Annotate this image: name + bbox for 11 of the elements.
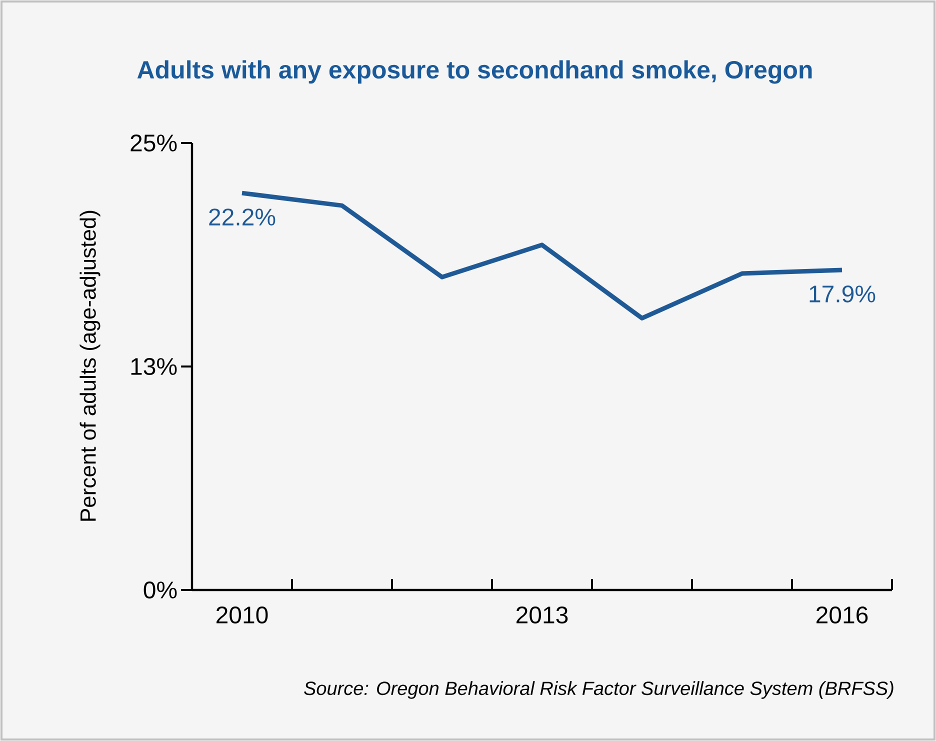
y-axis-title: Percent of adults (age-adjusted) — [80, 210, 100, 521]
data-label: 17.9% — [810, 285, 876, 302]
data-label: 22.2% — [209, 208, 276, 226]
source-note: Source: Oregon Behavioral Risk Factor Surveillance System (BRFSS) — [304, 681, 894, 699]
x-tick-label: 2013 — [516, 606, 568, 624]
x-tick-label: 2010 — [216, 606, 268, 624]
x-tick-label: 2016 — [816, 606, 868, 624]
chart-title: Adults with any exposure to secondhand smoke, Oregon — [137, 60, 812, 84]
y-tick-label: 25% — [130, 134, 177, 152]
y-tick-label: 0% — [144, 581, 177, 598]
y-tick-label: 13% — [131, 358, 177, 375]
